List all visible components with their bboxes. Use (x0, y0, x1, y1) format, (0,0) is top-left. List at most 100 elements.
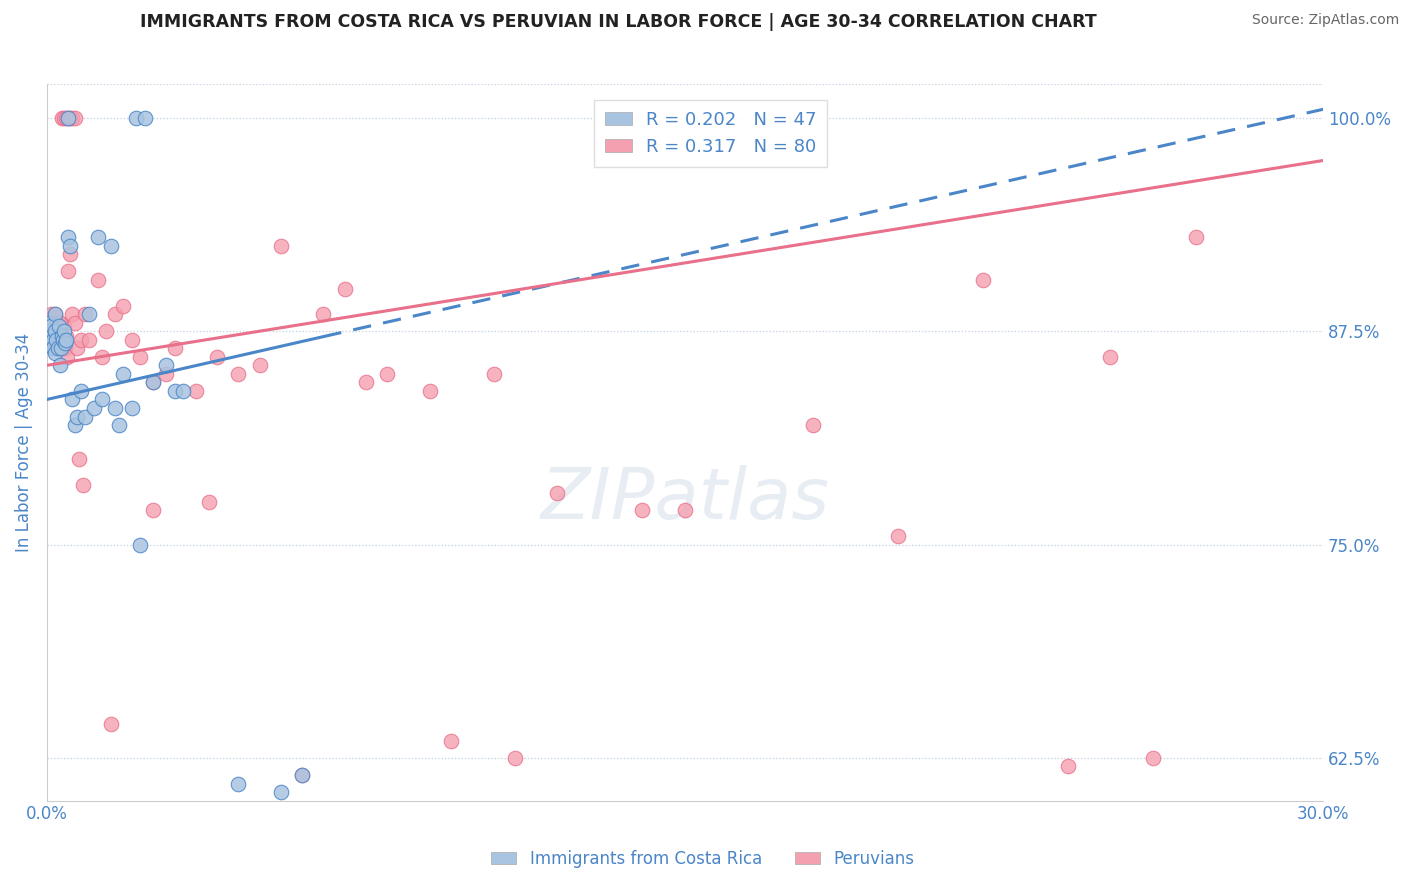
Point (67, 452, 90, 467)
Text: Source: ZipAtlas.com: Source: ZipAtlas.com (1251, 13, 1399, 28)
Point (100, 239, 122, 253)
Point (155, 359, 177, 373)
Point (972, 273, 994, 287)
Point (112, 299, 135, 313)
Point (62, 307, 84, 321)
Point (59, 247, 82, 261)
Point (48, 329, 70, 343)
Point (63, 316, 86, 330)
Point (205, 350, 228, 364)
Point (59, 239, 82, 253)
Point (75, 409, 97, 424)
Point (63, 111, 86, 125)
Point (39, 307, 62, 321)
Point (79, 333, 101, 347)
Point (44, 307, 66, 321)
Point (1184, 230, 1206, 244)
Point (62, 111, 84, 125)
Point (72, 478, 94, 492)
Point (44, 324, 66, 338)
Legend: Immigrants from Costa Rica, Peruvians: Immigrants from Costa Rica, Peruvians (485, 844, 921, 875)
Legend: R = 0.202   N = 47, R = 0.317   N = 80: R = 0.202 N = 47, R = 0.317 N = 80 (593, 100, 827, 167)
Point (56, 230, 79, 244)
Point (546, 486, 568, 500)
Point (440, 734, 463, 748)
Point (45, 333, 67, 347)
Point (1057, 759, 1080, 773)
Point (125, 111, 148, 125)
Point (83, 401, 105, 415)
Point (48, 359, 70, 373)
Point (38, 316, 60, 330)
Point (1142, 751, 1164, 765)
Point (142, 376, 165, 390)
Point (87, 273, 110, 287)
Point (70, 384, 93, 398)
Point (53, 341, 76, 355)
Point (163, 341, 186, 355)
Point (163, 384, 186, 398)
Point (42, 329, 65, 343)
Point (39, 319, 62, 334)
Point (44, 307, 66, 321)
Point (41, 336, 63, 351)
Point (49, 324, 72, 338)
Point (62, 392, 84, 407)
Point (66, 409, 89, 424)
Point (44, 346, 66, 360)
Point (886, 529, 908, 543)
Point (63, 418, 86, 433)
Point (228, 776, 250, 790)
Point (48, 316, 70, 330)
Point (104, 307, 127, 321)
Point (121, 401, 143, 415)
Point (53, 336, 76, 351)
Point (75, 307, 97, 321)
Point (52, 324, 75, 338)
Point (184, 384, 207, 398)
Point (48, 316, 70, 330)
Text: ZIPatlas: ZIPatlas (540, 465, 830, 534)
Point (52, 319, 75, 334)
Point (228, 367, 250, 381)
Point (56, 111, 79, 125)
Point (79, 307, 101, 321)
Text: IMMIGRANTS FROM COSTA RICA VS PERUVIAN IN LABOR FORCE | AGE 30-34 CORRELATION CH: IMMIGRANTS FROM COSTA RICA VS PERUVIAN I… (141, 13, 1097, 31)
Point (631, 503, 654, 517)
Point (41, 336, 63, 351)
Point (249, 359, 271, 373)
Point (134, 111, 156, 125)
Point (112, 367, 135, 381)
Point (129, 350, 152, 364)
Point (91, 392, 114, 407)
Point (801, 418, 824, 433)
Point (142, 376, 165, 390)
Point (270, 785, 292, 799)
Point (41, 329, 63, 343)
Point (56, 350, 79, 364)
Point (197, 495, 219, 509)
Point (91, 350, 114, 364)
Point (312, 307, 335, 321)
Point (39, 324, 62, 338)
Point (52, 333, 75, 347)
Point (56, 264, 79, 278)
Point (51, 329, 73, 343)
Point (354, 376, 377, 390)
Point (46, 336, 69, 351)
Point (66, 341, 89, 355)
Point (270, 239, 292, 253)
Point (482, 367, 505, 381)
Point (121, 333, 143, 347)
Point (55, 329, 77, 343)
Point (49, 341, 72, 355)
Point (155, 367, 177, 381)
Point (42, 333, 65, 347)
Point (45, 333, 67, 347)
Point (96, 324, 118, 338)
Point (291, 768, 314, 782)
Point (333, 281, 356, 295)
Point (129, 538, 152, 552)
Point (70, 333, 93, 347)
Point (1099, 350, 1122, 364)
